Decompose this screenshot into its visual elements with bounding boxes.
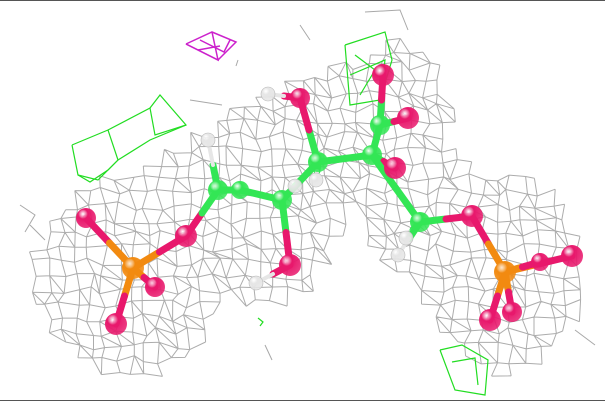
hydrogen-atom-H3o[interactable] [248,275,264,291]
oxygen-atom-O2b[interactable] [479,309,501,331]
carbon-atom-C3[interactable] [272,190,292,210]
hydrogen-atom-H4[interactable] [308,172,324,188]
negative-difference-density [185,31,238,62]
carbon-atom-C5b[interactable] [370,115,390,135]
oxygen-atom-O3[interactable] [279,254,301,276]
mesh-lines [29,38,582,377]
hydrogen-atom-H1[interactable] [200,132,216,148]
phosphorus-atom-P2[interactable] [494,261,516,283]
oxygen-atom-O1c[interactable] [145,277,165,297]
oxygen-atom-O5c[interactable] [397,107,419,129]
hydrogen-atom-H3[interactable] [287,178,303,194]
carbon-atom-C2[interactable] [231,181,249,199]
oxygen-atom-O1b[interactable] [105,313,127,335]
carbon-atom-C1[interactable] [208,180,228,200]
oxygen-atom-O5[interactable] [384,157,406,179]
carbon-atom-C5[interactable] [362,145,382,165]
hydrogen-atom-H6b[interactable] [390,247,406,263]
carbon-atom-C6[interactable] [410,212,430,232]
oxygen-atom-O1d[interactable] [175,225,197,247]
phosphorus-atom-P1[interactable] [122,257,144,279]
oxygen-atom-O1a[interactable] [76,208,96,228]
oxygen-atom-O5b[interactable] [372,64,394,86]
oxygen-atom-O2c[interactable] [502,302,522,322]
positive-difference-density [71,31,489,396]
oxygen-atom-O2a[interactable] [561,245,583,267]
oxygen-atom-O4[interactable] [290,88,310,108]
hydrogen-atom-H6[interactable] [398,230,414,246]
oxygen-atom-O2d[interactable] [531,253,549,271]
top-border [0,0,605,1]
electron-density-mesh [19,9,596,377]
oxygen-atom-O6[interactable] [461,205,483,227]
carbon-atom-C4[interactable] [308,152,328,172]
hydrogen-atom-H4o[interactable] [260,86,276,102]
mesh-wisps [19,9,596,361]
molecule-atoms [76,64,583,335]
